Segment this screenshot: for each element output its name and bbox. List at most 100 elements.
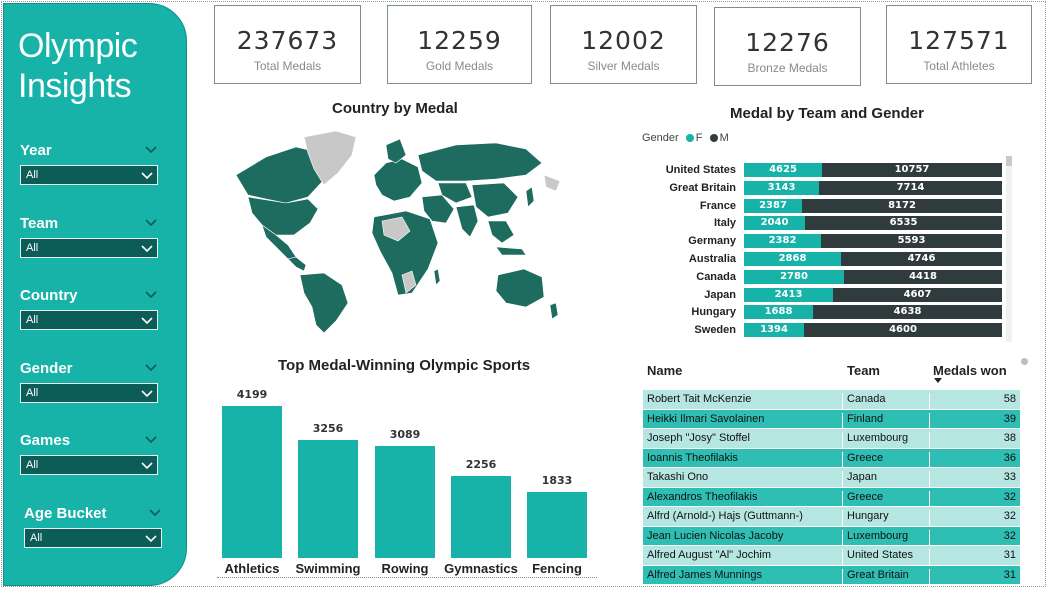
- table-row[interactable]: Ioannis Theofilakis Greece 36: [643, 447, 1020, 470]
- bar-segment-m[interactable]: 4418: [844, 269, 1002, 284]
- sport-bar[interactable]: [527, 492, 587, 558]
- map-region-central-asia[interactable]: [437, 182, 473, 204]
- filter-dropdown[interactable]: All: [24, 528, 162, 548]
- bar-segment-m[interactable]: 7714: [819, 180, 1002, 195]
- table-row[interactable]: Robert Tait McKenzie Canada 58: [643, 389, 1020, 412]
- team-bar-row[interactable]: Hungary 1688 4638: [642, 305, 1004, 320]
- chevron-down-icon[interactable]: [144, 432, 158, 446]
- table-row[interactable]: Alexandros Theofilakis Greece 32: [643, 486, 1020, 509]
- chevron-down-icon[interactable]: [141, 387, 153, 399]
- team-bar-row[interactable]: United States 4625 10757: [642, 163, 1004, 177]
- bar-segment-m[interactable]: 4638: [813, 305, 1002, 320]
- kpi-card-silver-medals[interactable]: 12002 Silver Medals: [550, 5, 697, 84]
- table-row[interactable]: Jean Lucien Nicolas Jacoby Luxembourg 32: [643, 525, 1020, 548]
- team-gender-scrollbar[interactable]: [1006, 156, 1012, 342]
- map-region-south-america[interactable]: [299, 272, 349, 334]
- chevron-down-icon[interactable]: [148, 505, 162, 519]
- bar-segment-f[interactable]: 3143: [744, 180, 819, 195]
- bar-segment-m[interactable]: 5593: [821, 234, 1002, 249]
- table-row[interactable]: Takashi Ono Japan 33: [643, 467, 1020, 490]
- map-region-europe[interactable]: [373, 158, 423, 202]
- sport-bar[interactable]: [298, 440, 358, 558]
- filter-dropdown[interactable]: All: [20, 455, 158, 475]
- sort-desc-icon[interactable]: [934, 378, 942, 384]
- map-region-russia[interactable]: [417, 142, 543, 182]
- map-region-canada[interactable]: [235, 146, 332, 204]
- sport-bar[interactable]: [375, 446, 435, 558]
- col-won-header[interactable]: Medals won: [933, 363, 1007, 378]
- team-bar-row[interactable]: Sweden 1394 4600: [642, 323, 1004, 338]
- bar-segment-f[interactable]: 1394: [744, 323, 804, 338]
- map-region-central-america[interactable]: [287, 256, 307, 272]
- map-region-japan[interactable]: [525, 186, 535, 208]
- bar-segment-f[interactable]: 2382: [744, 234, 821, 249]
- team-bar-row[interactable]: Canada 2780 4418: [642, 269, 1004, 284]
- team-bar-row[interactable]: France 2387 8172: [642, 198, 1004, 213]
- sport-bar-value: 3089: [389, 428, 421, 441]
- map-region-india[interactable]: [455, 204, 479, 238]
- bar-segment-m[interactable]: 8172: [802, 198, 1002, 213]
- scrollbar-thumb[interactable]: [1006, 156, 1012, 166]
- map-region-china[interactable]: [471, 182, 519, 218]
- kpi-card-gold-medals[interactable]: 12259 Gold Medals: [387, 5, 532, 84]
- table-row[interactable]: Alfred August "Al" Jochim United States 31: [643, 545, 1020, 568]
- bar-segment-f[interactable]: 2387: [744, 198, 802, 213]
- col-team-header[interactable]: Team: [847, 363, 880, 378]
- table-row[interactable]: Joseph "Josy" Stoffel Luxembourg 38: [643, 428, 1020, 451]
- table-row[interactable]: Alfrd (Arnold-) Hajs (Guttmann-) Hungary 3…: [643, 506, 1020, 529]
- bar-segment-f[interactable]: 1688: [744, 305, 813, 320]
- chevron-down-icon[interactable]: [141, 459, 153, 471]
- filter-dropdown[interactable]: All: [20, 310, 158, 330]
- bar-segment-f[interactable]: 2868: [744, 252, 841, 266]
- filter-dropdown[interactable]: All: [20, 238, 158, 258]
- map-region-indonesia[interactable]: [495, 246, 527, 256]
- map-region-new-zealand[interactable]: [549, 302, 559, 320]
- chevron-down-icon[interactable]: [141, 314, 153, 326]
- bar-segment-f[interactable]: 2413: [744, 287, 833, 302]
- chevron-down-icon[interactable]: [144, 360, 158, 374]
- bar-segment-f[interactable]: 2780: [744, 269, 844, 284]
- team-bar-row[interactable]: Germany 2382 5593: [642, 234, 1004, 249]
- gender-legend[interactable]: Gender F M: [642, 132, 729, 144]
- table-row[interactable]: Alfred James Munnings Great Britain 31: [643, 564, 1020, 587]
- bar-segment-m[interactable]: 6535: [805, 216, 1002, 231]
- chevron-down-icon[interactable]: [144, 142, 158, 156]
- team-bar-row[interactable]: Great Britain 3143 7714: [642, 180, 1004, 195]
- map-region-australia[interactable]: [495, 268, 545, 308]
- map-region-madagascar[interactable]: [433, 268, 441, 286]
- bar-segment-f[interactable]: 4625: [744, 163, 822, 177]
- map-region-greenland[interactable]: [303, 130, 357, 186]
- bar-segment-m[interactable]: 4600: [804, 323, 1002, 338]
- team-bar-row[interactable]: Australia 2868 4746: [642, 252, 1004, 266]
- team-bar-row[interactable]: Japan 2413 4607: [642, 287, 1004, 302]
- filter-dropdown[interactable]: All: [20, 165, 158, 185]
- table-row[interactable]: Heikki Ilmari Savolainen Finland 39: [643, 408, 1020, 431]
- bar-segment-m[interactable]: 4746: [841, 252, 1002, 266]
- chevron-down-icon[interactable]: [144, 215, 158, 229]
- bar-segment-f[interactable]: 2040: [744, 216, 805, 231]
- map-region-scandinavia[interactable]: [385, 138, 407, 164]
- kpi-card-bronze-medals[interactable]: 12276 Bronze Medals: [714, 7, 861, 86]
- chevron-down-icon[interactable]: [141, 242, 153, 254]
- bar-segment-m[interactable]: 4607: [833, 287, 1002, 302]
- chevron-down-icon[interactable]: [144, 287, 158, 301]
- chevron-down-icon[interactable]: [141, 169, 153, 181]
- cell-team: Japan: [847, 471, 877, 483]
- sport-bar[interactable]: [451, 476, 511, 558]
- kpi-card-total-athletes[interactable]: 127571 Total Athletes: [886, 5, 1032, 84]
- map-region-southeast-asia[interactable]: [487, 220, 515, 244]
- map-region-usa[interactable]: [247, 196, 319, 236]
- col-name-header[interactable]: Name: [647, 363, 683, 378]
- table-scroll-indicator[interactable]: [1021, 358, 1028, 365]
- team-bar-row[interactable]: Italy 2040 6535: [642, 216, 1004, 231]
- filter-dropdown[interactable]: All: [20, 383, 158, 403]
- world-map[interactable]: [226, 125, 566, 335]
- kpi-card-total-medals[interactable]: 237673 Total Medals: [214, 5, 361, 84]
- sport-bar[interactable]: [222, 406, 282, 558]
- map-region-sahara[interactable]: [381, 216, 411, 242]
- chevron-down-icon[interactable]: [145, 532, 157, 544]
- map-region-southern-africa[interactable]: [401, 270, 417, 294]
- map-region-alaska-east[interactable]: [543, 174, 561, 192]
- column-divider: [929, 471, 930, 490]
- bar-segment-m[interactable]: 10757: [822, 163, 1002, 177]
